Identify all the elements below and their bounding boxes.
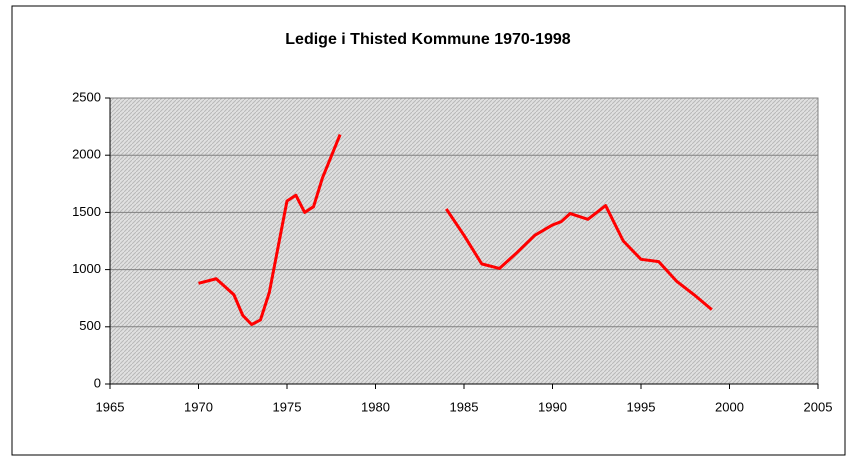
y-tick-label: 1000: [72, 261, 101, 276]
x-tick-label: 1975: [273, 399, 302, 414]
x-tick-label: 1985: [450, 399, 479, 414]
x-tick-label: 1965: [96, 399, 125, 414]
x-tick-label: 1970: [184, 399, 213, 414]
x-tick-label: 1990: [538, 399, 567, 414]
line-series: [198, 134, 713, 327]
y-tick-label: 2000: [72, 147, 101, 162]
x-tick-label: 2000: [715, 399, 744, 414]
chart-title: Ledige i Thisted Kommune 1970-1998: [285, 31, 571, 48]
y-tick-label: 500: [79, 318, 101, 333]
x-tick-label: 2005: [804, 399, 833, 414]
x-tick-label: 1995: [627, 399, 656, 414]
y-tick-label: 1500: [72, 204, 101, 219]
y-tick-label: 0: [94, 375, 101, 390]
plot-area: [109, 97, 819, 385]
y-tick-label: 2500: [72, 89, 101, 104]
x-tick-label: 1980: [361, 399, 390, 414]
